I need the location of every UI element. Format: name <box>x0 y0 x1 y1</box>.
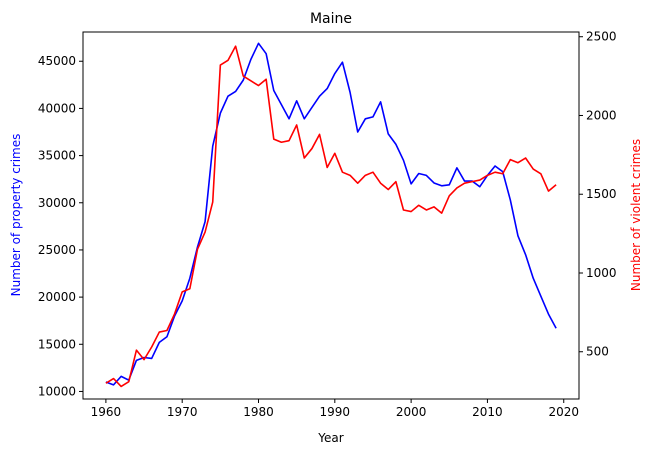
y-right-tick-label: 2000 <box>586 108 617 122</box>
y-axis-left: 10000 15000 20000 25000 30000 35000 40000 45000 <box>38 54 83 398</box>
y-left-tick-label: 35000 <box>38 149 76 163</box>
y-left-tick-label: 45000 <box>38 54 76 68</box>
y-left-tick-label: 30000 <box>38 196 76 210</box>
y-right-tick-label: 2500 <box>586 30 617 44</box>
x-tick-label: 1960 <box>91 405 122 419</box>
x-tick-label: 1980 <box>243 405 274 419</box>
y-axis-left-label: Number of property crimes <box>9 134 23 297</box>
x-axis-label: Year <box>317 431 343 445</box>
plot-area-frame <box>82 31 580 400</box>
y-right-tick-label: 500 <box>586 345 609 359</box>
x-axis: 1960 1970 1980 1990 2000 2010 2020 <box>91 399 579 419</box>
y-left-tick-label: 10000 <box>38 384 76 398</box>
y-right-tick-label: 1000 <box>586 266 617 280</box>
x-tick-label: 2000 <box>396 405 427 419</box>
y-axis-right: 500 1000 1500 2000 2500 <box>579 30 617 359</box>
y-axis-right-label: Number of violent crimes <box>629 139 643 291</box>
x-tick-label: 2020 <box>548 405 579 419</box>
plot-lines <box>105 42 557 388</box>
y-left-tick-label: 25000 <box>38 243 76 257</box>
violent-crimes-line <box>105 45 557 388</box>
y-right-tick-label: 1500 <box>586 187 617 201</box>
x-tick-label: 1990 <box>320 405 351 419</box>
x-tick-label: 2010 <box>472 405 503 419</box>
x-tick-label: 1970 <box>167 405 198 419</box>
chart-title: Maine <box>310 11 352 27</box>
property-crimes-line <box>105 42 557 386</box>
y-left-tick-label: 20000 <box>38 290 76 304</box>
y-left-tick-label: 40000 <box>38 101 76 115</box>
y-left-tick-label: 15000 <box>38 337 76 351</box>
